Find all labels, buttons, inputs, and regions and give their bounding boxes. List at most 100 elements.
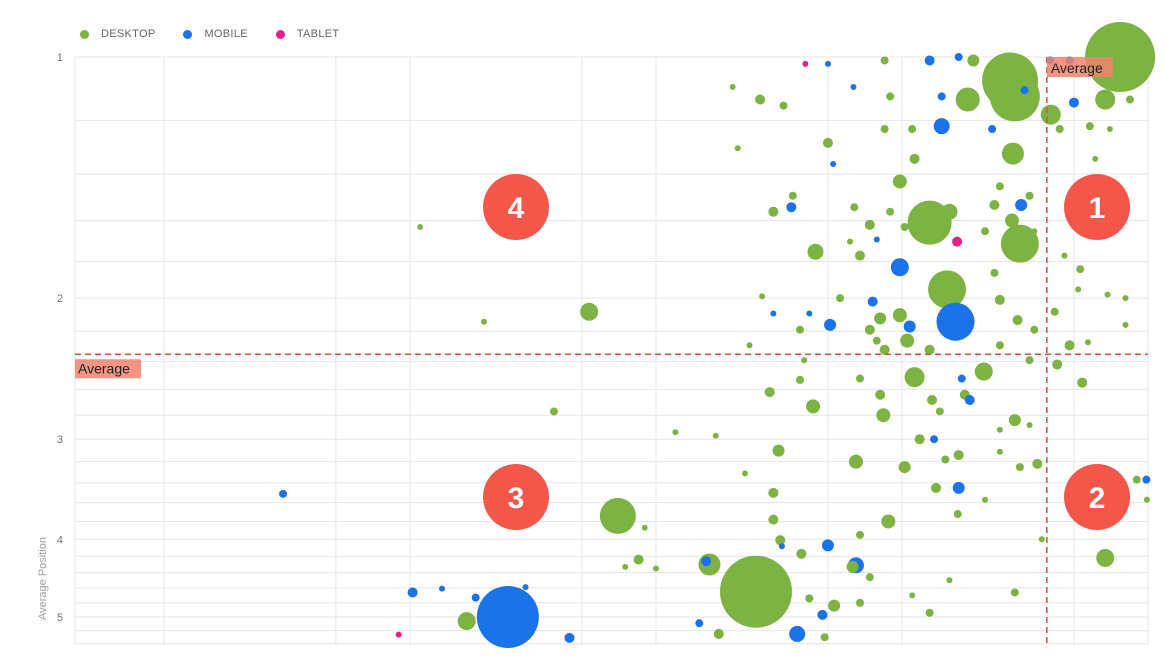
data-point-desktop	[1050, 307, 1059, 316]
data-point-desktop	[805, 594, 814, 603]
legend-swatch-tablet	[275, 29, 285, 39]
data-point-desktop	[796, 375, 805, 384]
data-point-desktop	[955, 87, 980, 112]
data-point-desktop	[989, 71, 1040, 122]
data-point-desktop	[900, 222, 909, 231]
data-point-desktop	[941, 203, 958, 220]
data-point-desktop	[1061, 252, 1068, 259]
data-point-desktop	[995, 341, 1004, 350]
y-tick-label: 1	[57, 52, 63, 64]
data-point-tablet	[395, 631, 402, 638]
data-point-desktop	[996, 426, 1003, 433]
data-point-desktop	[1032, 458, 1043, 469]
data-point-desktop	[1104, 291, 1111, 298]
data-point-desktop	[779, 101, 788, 110]
data-point-desktop	[1096, 548, 1115, 567]
data-point-desktop	[974, 362, 993, 381]
data-point-desktop	[1085, 122, 1094, 131]
data-point-desktop	[768, 514, 779, 525]
data-point-desktop	[880, 125, 889, 134]
data-point-tablet	[802, 60, 809, 67]
data-point-desktop	[847, 238, 854, 245]
data-point-desktop	[904, 367, 925, 388]
data-point-desktop	[925, 608, 934, 617]
y-axis-title: Average Position	[37, 537, 49, 620]
data-point-mobile	[954, 53, 963, 61]
data-point-desktop	[633, 554, 644, 565]
y-tick-label: 3	[57, 434, 63, 446]
quadrant-label-4: 4	[508, 192, 525, 225]
data-point-desktop	[864, 324, 875, 335]
data-point-desktop	[872, 336, 881, 345]
legend-item-tablet[interactable]: TABLET	[275, 28, 340, 40]
quadrant-markers: 1 2 3 4	[483, 174, 1130, 530]
data-point-desktop	[914, 434, 925, 445]
data-point-mobile	[522, 584, 529, 591]
quadrant-label-2: 2	[1089, 482, 1106, 515]
data-point-desktop	[1095, 89, 1116, 110]
data-point-desktop	[967, 54, 980, 67]
data-point-desktop	[772, 444, 785, 457]
data-point-desktop	[854, 250, 865, 261]
data-point-desktop	[907, 200, 952, 245]
data-point-desktop	[457, 612, 476, 631]
data-point-mobile	[821, 539, 834, 552]
data-point-mobile	[471, 593, 480, 602]
data-point-mobile	[824, 318, 837, 331]
legend-label-tablet: TABLET	[296, 28, 340, 40]
data-point-desktop	[417, 223, 424, 230]
data-point-desktop	[928, 270, 967, 309]
data-point-mobile	[817, 609, 828, 620]
data-point-desktop	[1004, 213, 1019, 228]
average-label-horizontal: Average	[78, 360, 130, 376]
legend-item-mobile[interactable]: MOBILE	[183, 28, 248, 40]
data-point-mobile	[903, 320, 916, 333]
data-point-desktop	[1012, 315, 1023, 326]
data-point-desktop	[580, 302, 599, 321]
data-point-desktop	[481, 318, 488, 325]
data-point-desktop	[996, 448, 1003, 455]
data-point-desktop	[741, 470, 748, 477]
data-point-desktop	[796, 548, 807, 559]
data-point-desktop	[788, 191, 797, 200]
y-tick-label: 5	[57, 612, 63, 624]
data-point-mobile	[933, 118, 950, 135]
data-point-desktop	[927, 394, 938, 405]
data-point-desktop	[1052, 359, 1063, 370]
data-point-mobile	[988, 125, 997, 134]
data-point-desktop	[941, 455, 950, 464]
data-point-desktop	[935, 407, 944, 416]
data-point-desktop	[850, 203, 859, 212]
legend-item-desktop[interactable]: DESKTOP	[80, 28, 155, 40]
data-point-desktop	[764, 387, 775, 398]
data-point-tablet	[952, 236, 963, 247]
data-point-desktop	[1084, 339, 1091, 346]
data-point-desktop	[734, 145, 741, 152]
data-points	[279, 22, 1156, 648]
data-point-desktop	[864, 219, 875, 230]
data-point-desktop	[622, 563, 629, 570]
quadrant-marker-2	[1064, 464, 1130, 530]
data-point-mobile	[873, 236, 880, 243]
data-point-desktop	[759, 293, 766, 300]
data-point-desktop	[855, 374, 864, 383]
data-point-desktop	[755, 94, 766, 105]
data-point-desktop	[1025, 191, 1034, 200]
data-point-desktop	[729, 83, 736, 90]
data-point-desktop	[989, 199, 1000, 210]
data-point-desktop	[924, 344, 935, 355]
data-point-mobile	[695, 619, 704, 628]
average-lines: Average Average	[75, 57, 1148, 645]
data-point-desktop	[931, 482, 942, 493]
data-point-mobile	[1020, 86, 1029, 95]
data-point-desktop	[855, 598, 864, 607]
y-tick-label: 4	[57, 534, 63, 546]
data-point-desktop	[1008, 414, 1021, 427]
data-point-desktop	[946, 577, 953, 584]
data-point-desktop	[1055, 125, 1064, 134]
legend-label-mobile: MOBILE	[204, 28, 248, 40]
data-point-desktop	[1075, 286, 1082, 293]
data-point-mobile	[1142, 475, 1151, 484]
data-point-mobile	[1015, 198, 1028, 211]
legend-swatch-desktop	[80, 29, 89, 39]
